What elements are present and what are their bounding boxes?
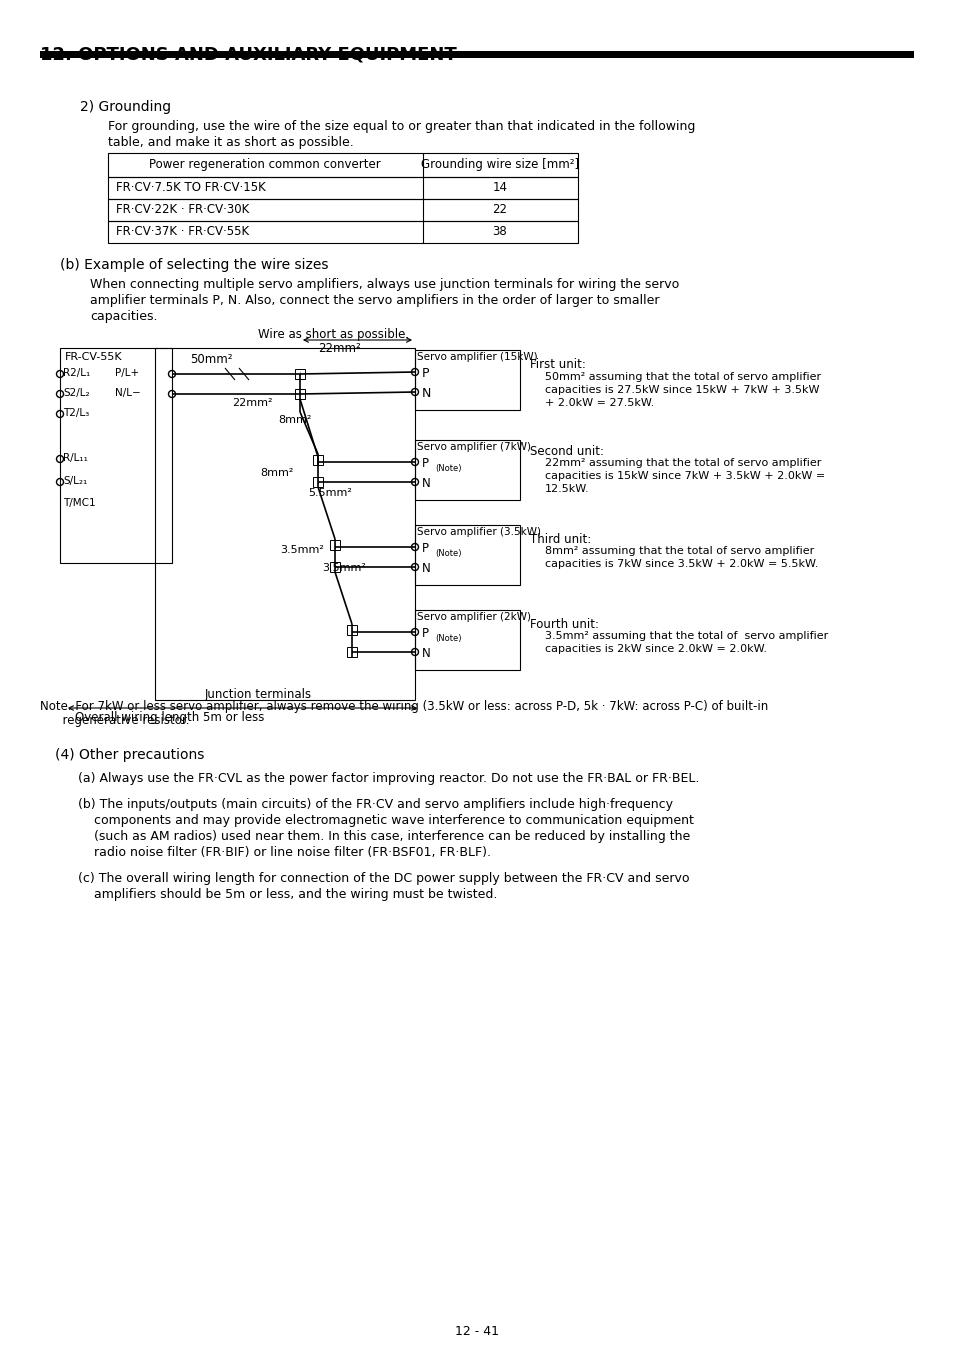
Text: 50mm² assuming that the total of servo amplifier: 50mm² assuming that the total of servo a…	[544, 373, 821, 382]
Text: (a) Always use the FR·CVL as the power factor improving reactor. Do not use the : (a) Always use the FR·CVL as the power f…	[78, 772, 699, 784]
Text: Overall wiring length 5m or less: Overall wiring length 5m or less	[75, 711, 264, 724]
Text: (c) The overall wiring length for connection of the DC power supply between the : (c) The overall wiring length for connec…	[78, 872, 689, 886]
Bar	[40, 51, 913, 58]
Bar	[415, 525, 519, 585]
Bar	[294, 389, 305, 400]
Text: P: P	[421, 541, 429, 555]
Text: Note. For 7kW or less servo amplifier, always remove the wiring (3.5kW or less: : Note. For 7kW or less servo amplifier, a…	[40, 701, 767, 713]
Text: FR-CV-55K: FR-CV-55K	[65, 352, 123, 362]
Text: (4) Other precautions: (4) Other precautions	[55, 748, 204, 761]
Bar	[154, 348, 415, 701]
Text: P/L+: P/L+	[115, 369, 139, 378]
Text: 3.5mm²: 3.5mm²	[322, 563, 366, 572]
Text: 12 - 41: 12 - 41	[455, 1324, 498, 1338]
Text: (Note): (Note)	[435, 549, 461, 558]
Text: P: P	[421, 626, 429, 640]
Text: amplifier terminals P, N. Also, connect the servo amplifiers in the order of lar: amplifier terminals P, N. Also, connect …	[90, 294, 659, 306]
Text: components and may provide electromagnetic wave interference to communication eq: components and may provide electromagnet…	[78, 814, 693, 828]
Bar	[330, 540, 339, 549]
Text: 12. OPTIONS AND AUXILIARY EQUIPMENT: 12. OPTIONS AND AUXILIARY EQUIPMENT	[40, 45, 456, 63]
Text: Servo amplifier (7kW): Servo amplifier (7kW)	[416, 441, 531, 452]
Text: FR·CV·22K · FR·CV·30K: FR·CV·22K · FR·CV·30K	[116, 202, 249, 216]
Text: capacities is 7kW since 3.5kW + 2.0kW = 5.5kW.: capacities is 7kW since 3.5kW + 2.0kW = …	[544, 559, 818, 568]
Bar	[108, 153, 578, 177]
Text: Junction terminals: Junction terminals	[205, 688, 312, 701]
Text: 2) Grounding: 2) Grounding	[80, 100, 171, 113]
Bar	[347, 625, 356, 634]
Text: N: N	[421, 647, 431, 660]
Bar	[313, 477, 323, 487]
Text: capacities is 15kW since 7kW + 3.5kW + 2.0kW =: capacities is 15kW since 7kW + 3.5kW + 2…	[544, 471, 824, 481]
Text: R2/L₁: R2/L₁	[63, 369, 91, 378]
Text: N/L−: N/L−	[115, 387, 141, 398]
Text: S/L₂₁: S/L₂₁	[63, 477, 87, 486]
Text: FR·CV·37K · FR·CV·55K: FR·CV·37K · FR·CV·55K	[116, 225, 249, 238]
Text: 12.5kW.: 12.5kW.	[544, 485, 589, 494]
Text: 38: 38	[492, 225, 507, 238]
Text: T/MC1: T/MC1	[63, 498, 95, 508]
Text: 22: 22	[492, 202, 507, 216]
Bar	[108, 198, 578, 221]
Text: 3.5mm² assuming that the total of  servo amplifier: 3.5mm² assuming that the total of servo …	[544, 630, 827, 641]
Bar	[294, 369, 305, 379]
Text: (b) The inputs/outputs (main circuits) of the FR·CV and servo amplifiers include: (b) The inputs/outputs (main circuits) o…	[78, 798, 672, 811]
Text: 5.5mm²: 5.5mm²	[308, 487, 352, 498]
Text: Power regeneration common converter: Power regeneration common converter	[149, 158, 380, 171]
Text: 3.5mm²: 3.5mm²	[280, 545, 323, 555]
Text: + 2.0kW = 27.5kW.: + 2.0kW = 27.5kW.	[544, 398, 654, 408]
Text: N: N	[421, 477, 431, 490]
Text: 50mm²: 50mm²	[190, 352, 233, 366]
Text: (b) Example of selecting the wire sizes: (b) Example of selecting the wire sizes	[60, 258, 328, 271]
Text: 22mm²: 22mm²	[317, 342, 360, 355]
Text: 22mm² assuming that the total of servo amplifier: 22mm² assuming that the total of servo a…	[544, 458, 821, 468]
Text: FR·CV·7.5K TO FR·CV·15K: FR·CV·7.5K TO FR·CV·15K	[116, 181, 266, 194]
Text: T2/L₃: T2/L₃	[63, 408, 90, 418]
Text: amplifiers should be 5m or less, and the wiring must be twisted.: amplifiers should be 5m or less, and the…	[78, 888, 497, 900]
Text: N: N	[421, 562, 431, 575]
Text: 8mm² assuming that the total of servo amplifier: 8mm² assuming that the total of servo am…	[544, 545, 814, 556]
Text: Fourth unit:: Fourth unit:	[530, 618, 598, 630]
Bar	[415, 350, 519, 410]
Text: capacities is 27.5kW since 15kW + 7kW + 3.5kW: capacities is 27.5kW since 15kW + 7kW + …	[544, 385, 819, 396]
Text: Servo amplifier (3.5kW): Servo amplifier (3.5kW)	[416, 526, 540, 537]
Text: P: P	[421, 367, 429, 379]
Text: capacities.: capacities.	[90, 310, 157, 323]
Text: For grounding, use the wire of the size equal to or greater than that indicated : For grounding, use the wire of the size …	[108, 120, 695, 134]
Text: (such as AM radios) used near them. In this case, interference can be reduced by: (such as AM radios) used near them. In t…	[78, 830, 690, 842]
Text: S2/L₂: S2/L₂	[63, 387, 90, 398]
Text: 22mm²: 22mm²	[232, 398, 273, 408]
Bar	[415, 440, 519, 500]
Bar	[60, 348, 172, 563]
Text: 14: 14	[492, 181, 507, 194]
Text: (Note): (Note)	[435, 634, 461, 643]
Text: Servo amplifier (15kW): Servo amplifier (15kW)	[416, 352, 537, 362]
Text: Grounding wire size [mm²]: Grounding wire size [mm²]	[420, 158, 578, 171]
Text: R/L₁₁: R/L₁₁	[63, 454, 88, 463]
Bar	[108, 177, 578, 198]
Text: First unit:: First unit:	[530, 358, 585, 371]
Text: When connecting multiple servo amplifiers, always use junction terminals for wir: When connecting multiple servo amplifier…	[90, 278, 679, 292]
Bar	[108, 221, 578, 243]
Bar	[330, 562, 339, 572]
Bar	[347, 647, 356, 657]
Text: 8mm²: 8mm²	[260, 468, 294, 478]
Text: P: P	[421, 458, 429, 470]
Bar	[313, 455, 323, 464]
Text: (Note): (Note)	[435, 464, 461, 472]
Text: Servo amplifier (2kW): Servo amplifier (2kW)	[416, 612, 531, 622]
Text: Third unit:: Third unit:	[530, 533, 591, 545]
Text: capacities is 2kW since 2.0kW = 2.0kW.: capacities is 2kW since 2.0kW = 2.0kW.	[544, 644, 766, 653]
Text: Second unit:: Second unit:	[530, 446, 603, 458]
Text: N: N	[421, 387, 431, 400]
Text: 8mm²: 8mm²	[277, 414, 311, 425]
Text: table, and make it as short as possible.: table, and make it as short as possible.	[108, 136, 354, 148]
Text: radio noise filter (FR·BIF) or line noise filter (FR·BSF01, FR·BLF).: radio noise filter (FR·BIF) or line nois…	[78, 846, 491, 859]
Text: Wire as short as possible.: Wire as short as possible.	[257, 328, 409, 342]
Text: regenerative resistor.: regenerative resistor.	[40, 714, 190, 728]
Bar	[415, 610, 519, 670]
